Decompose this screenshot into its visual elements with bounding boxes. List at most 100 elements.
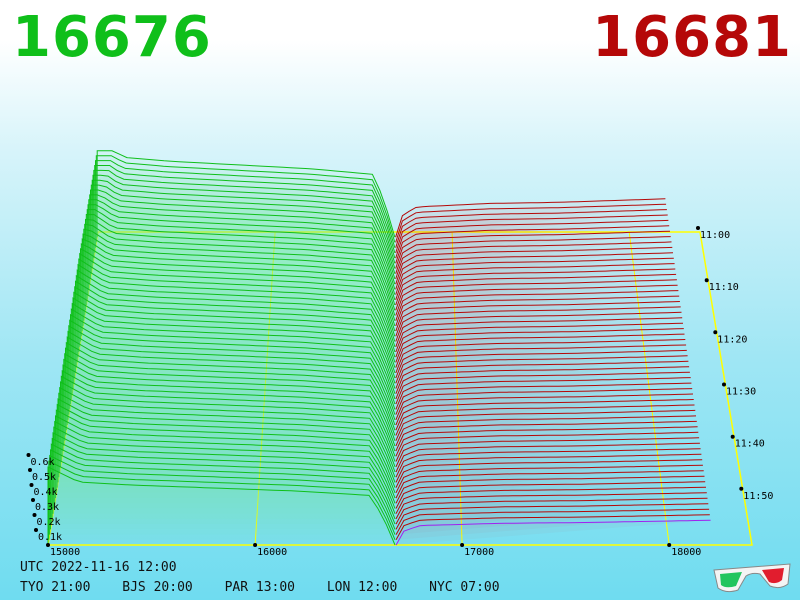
clock-newyork: NYC 07:00: [429, 580, 500, 595]
time-tick-label: 11:50: [743, 491, 773, 502]
ask-depth-snapshot-43: [395, 284, 678, 321]
volume-tick-0.1k: [34, 528, 38, 532]
ask-depth-snapshot-17: [395, 426, 698, 457]
ask-depth-snapshot-44: [395, 279, 677, 316]
ask-depth-snapshot-58: [395, 203, 667, 243]
clock-london: LON 12:00: [326, 580, 398, 595]
ask-depth-snapshot-21: [395, 404, 695, 436]
bid-depth-snapshot-52: [90, 184, 396, 274]
bid-depth-snapshot-56: [94, 165, 396, 254]
price-tick-15000: [46, 543, 50, 547]
bid-depth-snapshot-12: [57, 398, 396, 483]
ask-depth-snapshot-41: [395, 295, 680, 332]
ask-depth-snapshot-56: [395, 214, 668, 254]
bid-depth-snapshot-3: [50, 449, 396, 530]
ask-depth-snapshot-3: [395, 503, 709, 530]
ask-depth-snapshot-1: [395, 514, 710, 541]
ask-depth-snapshot-38: [395, 311, 682, 347]
volume-tick-label: 0.2k: [37, 517, 61, 528]
bid-depth-snapshot-10: [55, 409, 396, 493]
clock-paris: PAR 13:00: [224, 580, 296, 595]
bid-depth-snapshot-36: [77, 263, 396, 358]
price-tick-17000: [460, 543, 465, 547]
ask-depth-snapshot-42: [395, 290, 679, 327]
volume-tick-label: 0.5k: [32, 472, 56, 483]
chart-axes: 15000 16000 17000 18000 0.1k 0.2k 0.3k 0.4k 0.5k…: [26, 226, 773, 558]
time-tick-11:40: [730, 434, 735, 439]
bid-depth-layers: [47, 150, 396, 546]
price-gridline-16000: [254, 231, 276, 546]
bid-depth-snapshot-34: [75, 274, 396, 368]
price-tick-18000: [667, 543, 672, 547]
bid-depth-snapshot-16: [60, 375, 396, 462]
ask-depth-layers: [395, 198, 711, 546]
ask-depth-snapshot-26: [395, 377, 691, 410]
ask-depth-snapshot-30: [395, 355, 688, 389]
chart-floor-grid: [47, 231, 753, 546]
best-bid-price: 16676: [12, 5, 212, 70]
time-tick-label: 11:30: [726, 387, 756, 398]
volume-tick-label: 0.1k: [38, 532, 62, 543]
bid-depth-snapshot-37: [78, 258, 396, 353]
3d-glasses-icon[interactable]: [712, 560, 792, 594]
ask-depth-snapshot-27: [395, 371, 690, 405]
time-tick-label: 11:20: [717, 334, 747, 345]
time-tick-11:50: [739, 486, 744, 491]
ask-depth-snapshot-39: [395, 306, 681, 342]
ask-depth-snapshot-33: [395, 339, 686, 374]
bid-depth-snapshot-2: [49, 454, 396, 535]
ask-depth-snapshot-24: [395, 388, 693, 420]
bid-depth-snapshot-51: [90, 189, 396, 280]
ask-depth-snapshot-49: [395, 252, 674, 290]
volume-tick-0.3k: [31, 498, 35, 502]
bid-depth-snapshot-14: [59, 386, 396, 473]
bid-depth-snapshot-11: [56, 403, 396, 488]
bid-depth-snapshot-21: [65, 347, 396, 436]
price-tick-label: 16000: [257, 547, 287, 558]
ask-depth-snapshot-31: [395, 349, 687, 384]
bid-depth-snapshot-30: [72, 297, 396, 389]
ask-depth-snapshot-34: [395, 333, 685, 368]
ask-depth-snapshot-18: [395, 420, 697, 452]
bid-depth-snapshot-4: [50, 443, 396, 525]
price-tick-label: 15000: [50, 547, 80, 558]
bid-depth-snapshot-6: [52, 432, 396, 514]
ask-depth-snapshot-53: [395, 230, 671, 269]
bid-depth-snapshot-15: [60, 381, 396, 467]
ask-depth-snapshot-0: [395, 519, 711, 546]
time-tick-11:10: [704, 278, 709, 283]
time-tick-label: 11:40: [735, 439, 765, 450]
order-book-depth-chart: 15000 16000 17000 18000 0.1k 0.2k 0.3k 0.4k 0.5k…: [26, 150, 773, 558]
ask-depth-snapshot-40: [395, 301, 680, 337]
clock-tokyo: TYO 21:00: [20, 580, 91, 595]
price-tick-label: 17000: [464, 547, 494, 558]
world-clocks: TYO 21:00 BJS 20:00 PAR 13:00 LON 12:00 …: [20, 580, 524, 595]
volume-tick-0.6k: [26, 453, 31, 457]
bid-depth-snapshot-0: [47, 466, 396, 546]
ask-depth-snapshot-28: [395, 366, 690, 400]
bid-depth-snapshot-13: [58, 392, 396, 478]
volume-tick-label: 0.6k: [31, 457, 55, 468]
time-tick-11:00: [696, 226, 700, 230]
ask-depth-snapshot-52: [395, 236, 671, 274]
time-tick-label: 11:10: [709, 282, 739, 293]
bid-depth-snapshot-7: [53, 426, 396, 509]
ask-depth-snapshot-25: [395, 382, 692, 415]
bid-depth-snapshot-29: [71, 302, 396, 394]
ask-depth-snapshot-51: [395, 241, 672, 280]
bid-depth-snapshot-1: [48, 460, 396, 540]
ask-depth-snapshot-37: [395, 317, 683, 353]
ask-depth-snapshot-36: [395, 322, 684, 358]
bid-depth-snapshot-57: [95, 160, 396, 248]
bid-depth-snapshot-38: [79, 252, 396, 347]
ask-depth-snapshot-32: [395, 344, 687, 379]
time-tick-11:20: [713, 330, 718, 335]
ask-depth-snapshot-57: [395, 209, 667, 248]
ask-depth-snapshot-4: [395, 497, 708, 525]
ask-depth-snapshot-47: [395, 263, 675, 300]
volume-tick-label: 0.4k: [34, 487, 58, 498]
ask-depth-snapshot-2: [395, 508, 710, 535]
bid-depth-snapshot-31: [73, 291, 396, 384]
clock-beijing: BJS 20:00: [122, 580, 193, 595]
bid-depth-snapshot-5: [51, 437, 396, 520]
